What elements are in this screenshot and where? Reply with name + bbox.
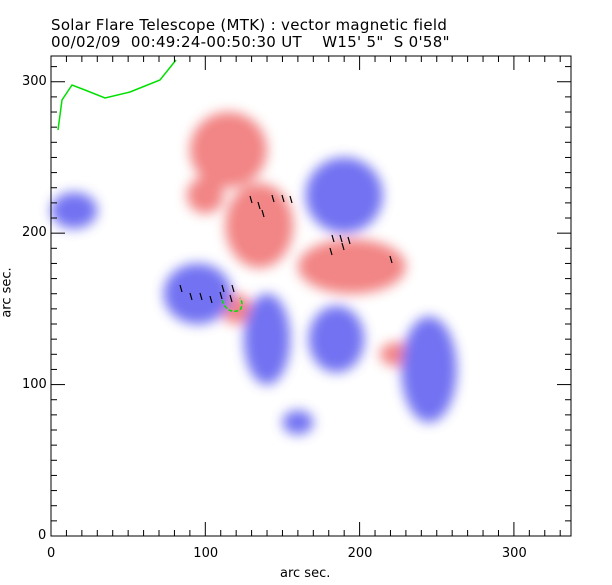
vector-mark: [249, 195, 253, 204]
neutral-line-contour: [57, 59, 177, 131]
vector-mark: [331, 234, 335, 243]
negative-polarity-region: [282, 410, 314, 435]
vector-mark: [289, 195, 293, 204]
negative-polarity-region: [163, 263, 232, 325]
vector-mark: [347, 236, 351, 245]
negative-polarity-region: [305, 157, 383, 234]
vector-mark: [221, 284, 225, 293]
vector-mark: [329, 247, 333, 256]
vector-mark: [271, 194, 275, 203]
vector-mark: [219, 291, 223, 300]
y-tick-label: 300: [22, 73, 47, 89]
positive-polarity-region: [189, 112, 268, 188]
vector-mark: [389, 255, 393, 264]
positive-polarity-region: [297, 239, 406, 294]
vector-mark: [281, 194, 285, 203]
vector-mark: [339, 234, 343, 243]
vector-mark: [229, 294, 233, 303]
y-tick-label: 100: [22, 376, 47, 392]
vector-mark: [261, 209, 265, 218]
chart-title: Solar Flare Telescope (MTK) : vector mag…: [51, 16, 448, 34]
y-tick-label: 0: [38, 528, 47, 543]
x-tick-label: 200: [347, 546, 373, 561]
negative-polarity-region: [51, 192, 98, 229]
vector-mark: [257, 201, 261, 210]
x-tick-label: 0: [47, 546, 56, 561]
negative-polarity-region: [401, 316, 457, 423]
x-axis-label: arc sec.: [280, 566, 331, 581]
flare-contour: [221, 297, 243, 312]
positive-polarity-region: [225, 183, 294, 268]
negative-polarity-region: [243, 293, 291, 385]
vector-mark: [199, 292, 203, 301]
x-tick-label: 300: [501, 546, 527, 561]
vector-mark: [209, 295, 213, 304]
vector-mark: [231, 284, 235, 293]
negative-polarity-region: [308, 305, 365, 373]
vector-mark: [341, 242, 345, 251]
transverse-field-vectors: [179, 194, 393, 304]
chart-subtitle: 00/02/09 00:49:24-00:50:30 UT W15' 5" S …: [51, 33, 450, 51]
y-axis-label: arc sec.: [0, 267, 15, 318]
vector-mark: [189, 292, 193, 301]
y-tick-label: 200: [22, 225, 47, 241]
plot-frame: [50, 55, 572, 537]
x-tick-label: 100: [193, 546, 219, 561]
positive-polarity-region: [186, 177, 224, 214]
vector-mark: [179, 284, 183, 293]
